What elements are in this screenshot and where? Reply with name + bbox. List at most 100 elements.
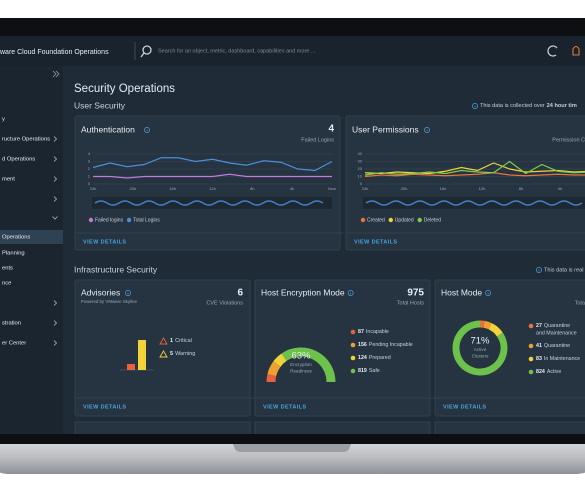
search-placeholder: Search for an object, metric, dashboard,…	[158, 48, 316, 54]
info-icon	[125, 290, 131, 296]
legend-item: 156 Pending Incapable	[358, 342, 413, 348]
legend-label: Prepared	[369, 355, 391, 361]
legend-item: 819 Safe	[358, 368, 380, 374]
legend-swatch	[350, 342, 356, 348]
donut-segment	[452, 320, 508, 376]
host-mode-panel	[434, 279, 585, 417]
chevron-down	[52, 216, 58, 220]
chevron	[53, 340, 58, 346]
legend-swatch	[126, 217, 132, 223]
donut-label: Active	[474, 347, 487, 352]
refresh-icon[interactable]	[547, 45, 558, 57]
info-icon	[347, 290, 354, 296]
panel-count-label: CVE Violations	[206, 300, 243, 306]
panel-count: 4	[328, 124, 334, 135]
view-details-link[interactable]: VIEW DETAILS	[83, 239, 127, 245]
x-tick-label: 20h	[401, 186, 408, 191]
panel-count-label: Total Hosts	[397, 300, 424, 306]
panel-count: 975	[407, 288, 424, 299]
advisory-legend: 1 Critical	[170, 338, 192, 344]
panel-title: Host Mode	[441, 287, 482, 297]
donut-segment	[281, 347, 336, 383]
advisory-label: Warning	[175, 351, 195, 357]
x-tick-label: 24h	[362, 186, 369, 191]
legend-label-line: and Maintenance	[536, 330, 577, 336]
legend-swatch	[350, 355, 356, 361]
page-title: Security Operations	[74, 83, 175, 95]
bar	[138, 340, 146, 370]
authentication-panel	[74, 115, 341, 251]
sidebar	[0, 66, 63, 434]
legend-label: Deleted	[424, 217, 441, 223]
sidebar-item: Planning	[2, 251, 25, 257]
x-tick-label: 12h	[479, 186, 486, 191]
chevron	[53, 300, 58, 306]
donut-percent: 63%	[291, 351, 311, 362]
donut-segment	[488, 323, 503, 337]
sidebar-item: Operations	[2, 235, 30, 241]
legend-label: Pending Incapable	[369, 342, 413, 348]
sidebar-selected	[0, 230, 63, 244]
legend-item: 824 Active	[536, 369, 561, 375]
donut-segment	[266, 374, 277, 383]
panel-count-label: Tota	[575, 300, 585, 306]
legend-label: Failed logins	[95, 217, 124, 223]
y-tick-label: 0	[360, 181, 363, 186]
panel-title: User Permissions	[352, 124, 419, 134]
donut-segment	[267, 361, 281, 377]
advisory-count: 1	[170, 338, 173, 344]
sidebar-item: nce	[2, 281, 11, 287]
donut-segment	[483, 320, 492, 330]
x-tick-label: 16h	[169, 186, 176, 191]
bar	[127, 364, 135, 370]
host-encryption-panel	[254, 279, 431, 417]
sidebar-item: ructure Operations	[2, 137, 50, 143]
chart-navigator	[92, 197, 332, 209]
notification-icon[interactable]	[572, 45, 580, 56]
legend-count: 124	[358, 355, 367, 361]
panel-title: Advisories	[81, 287, 120, 297]
section-note: This data is real	[544, 267, 583, 273]
view-details-link[interactable]: VIEW DETAILS	[354, 239, 398, 245]
chevron	[53, 196, 58, 202]
legend-count: 824	[536, 369, 545, 375]
legend-swatch	[417, 217, 422, 223]
collapse-icon[interactable]	[52, 70, 60, 78]
laptop-notch	[232, 442, 352, 452]
info-icon	[472, 103, 478, 109]
legend-count: 819	[358, 368, 367, 374]
view-details-link[interactable]: VIEW DETAILS	[263, 404, 307, 410]
info-icon	[144, 127, 150, 133]
chevron	[53, 320, 58, 326]
x-tick-label: 16h	[440, 186, 447, 191]
legend-swatch	[528, 343, 534, 349]
view-details-link[interactable]: VIEW DETAILS	[443, 404, 487, 410]
legend-item: 41 Quarantine	[536, 343, 570, 349]
panel-title: Authentication	[81, 124, 135, 134]
panel-title: Host Encryption Mode	[261, 287, 345, 297]
warning-icon	[159, 350, 168, 358]
sidebar-item: y	[2, 117, 5, 123]
x-tick-label: 8h	[519, 186, 523, 191]
sidebar-item: ents	[2, 266, 13, 272]
sidebar-item: ment	[2, 177, 15, 183]
legend-label: Quarantine	[544, 323, 570, 329]
legend-item: 124 Prepared	[358, 355, 391, 361]
sidebar-item: d Operations	[2, 157, 35, 163]
legend-label: Created	[367, 217, 385, 223]
advisory-legend: 5 Warning	[170, 351, 195, 357]
line-series	[92, 157, 333, 172]
view-details-link[interactable]: VIEW DETAILS	[83, 404, 127, 410]
x-tick-label: 24h	[90, 186, 97, 191]
legend-swatch	[360, 217, 366, 223]
search-icon[interactable]	[142, 45, 152, 55]
y-tick-label: 0	[88, 181, 91, 186]
sidebar-item: stration	[2, 321, 21, 327]
line-series	[364, 160, 585, 176]
note-text: This data is collected over	[480, 103, 545, 109]
legend-count: 87	[358, 329, 364, 335]
legend-count: 156	[358, 342, 367, 348]
legend-label: Quarantine	[544, 343, 570, 349]
